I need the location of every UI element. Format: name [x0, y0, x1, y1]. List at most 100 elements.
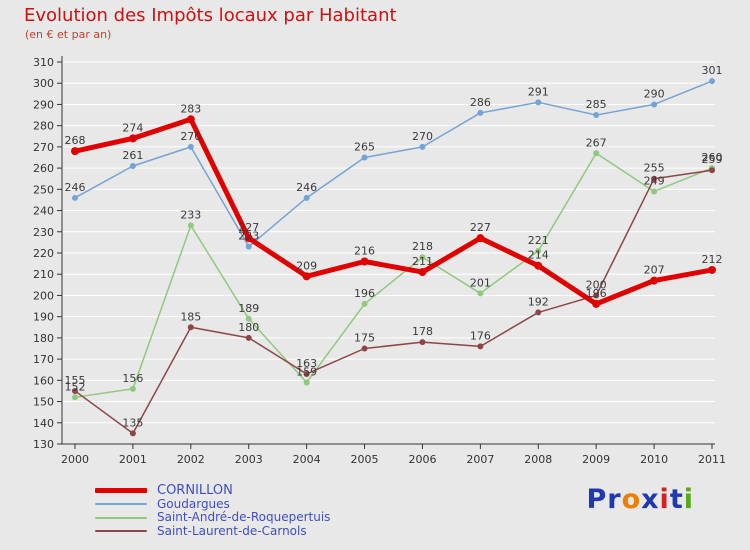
- value-label: 196: [354, 287, 375, 300]
- value-label: 209: [296, 259, 317, 272]
- value-label: 283: [180, 102, 201, 115]
- value-label: 192: [528, 295, 549, 308]
- legend-item-saint-andr-de-roquepertuis: Saint-André-de-Roquepertuis: [95, 511, 330, 525]
- value-label: 159: [296, 365, 317, 378]
- x-tick-label: 2002: [177, 453, 205, 466]
- value-label: 246: [65, 181, 86, 194]
- value-label: 233: [180, 208, 201, 221]
- data-point: [129, 385, 136, 392]
- y-tick-label: 230: [33, 226, 54, 239]
- value-label: 301: [702, 64, 723, 77]
- data-point: [708, 265, 716, 274]
- value-label: 155: [65, 374, 86, 387]
- y-tick-label: 290: [33, 98, 54, 111]
- data-point: [303, 370, 310, 377]
- x-tick-label: 2010: [640, 453, 668, 466]
- data-point: [303, 194, 310, 201]
- y-tick-label: 150: [33, 396, 54, 409]
- legend-item-cornillon: CORNILLON: [95, 484, 330, 498]
- value-label: 285: [586, 98, 607, 111]
- y-tick-label: 210: [33, 268, 54, 281]
- legend-swatch: [95, 488, 147, 494]
- data-point: [477, 343, 484, 350]
- value-label: 227: [238, 221, 259, 234]
- data-point: [361, 345, 368, 352]
- data-point: [360, 257, 369, 266]
- data-point: [187, 222, 194, 229]
- data-point: [476, 234, 485, 243]
- y-tick-label: 200: [33, 289, 54, 302]
- data-point: [244, 234, 253, 243]
- data-point: [593, 112, 600, 119]
- data-point: [418, 268, 427, 277]
- value-label: 212: [702, 253, 723, 266]
- data-point: [534, 261, 543, 270]
- chart-subtitle: (en € et par an): [25, 28, 112, 41]
- value-label: 135: [122, 416, 143, 429]
- data-point: [477, 109, 484, 116]
- value-label: 270: [180, 130, 201, 143]
- value-label: 163: [296, 357, 317, 370]
- x-tick-label: 2006: [408, 453, 436, 466]
- data-point: [186, 115, 195, 124]
- logo-letter: r: [607, 484, 622, 515]
- data-point: [303, 379, 310, 386]
- value-label: 274: [122, 121, 143, 134]
- series-goudargues: [72, 78, 715, 250]
- data-point: [187, 143, 194, 150]
- logo-letter: P: [586, 484, 608, 515]
- value-label: 255: [644, 162, 665, 175]
- y-tick-label: 260: [33, 162, 54, 175]
- x-tick-label: 2005: [351, 453, 379, 466]
- y-tick-label: 130: [33, 438, 54, 451]
- data-point: [709, 78, 715, 85]
- data-point: [535, 247, 542, 254]
- legend-label: CORNILLON: [157, 483, 233, 499]
- y-tick-label: 240: [33, 205, 54, 218]
- value-label: 291: [528, 85, 549, 98]
- value-label: 175: [354, 332, 375, 345]
- legend-item-goudargues: Goudargues: [95, 496, 330, 512]
- series-saint-laurent-de-carnols: [72, 167, 715, 437]
- y-tick-label: 180: [33, 332, 54, 345]
- logo-letter: i: [659, 484, 670, 515]
- value-label: 156: [122, 372, 143, 385]
- data-point: [651, 101, 658, 108]
- y-tick-label: 190: [33, 311, 54, 324]
- series-cornillon: [71, 115, 716, 308]
- proxiti-logo[interactable]: Proxiti: [586, 484, 694, 515]
- y-tick-label: 310: [33, 56, 54, 69]
- value-label: 265: [354, 141, 375, 154]
- data-point: [593, 292, 600, 299]
- y-tick-label: 250: [33, 183, 54, 196]
- value-label: 267: [586, 136, 607, 149]
- data-point: [651, 175, 658, 182]
- x-tick-label: 2009: [582, 453, 610, 466]
- value-label: 268: [65, 134, 86, 147]
- data-point: [535, 309, 542, 316]
- legend-item-saint-laurent-de-carnols: Saint-Laurent-de-Carnols: [95, 523, 330, 539]
- value-label: 290: [644, 87, 665, 100]
- data-point: [419, 339, 426, 346]
- value-label: 200: [586, 278, 607, 291]
- y-axis: 130 140 150 160 170 180 190 200 210 220 230 240 250 2…: [33, 56, 63, 451]
- value-label: 260: [702, 151, 723, 164]
- value-label: 189: [238, 302, 259, 315]
- x-tick-label: 2003: [235, 453, 263, 466]
- value-label: 178: [412, 325, 433, 338]
- value-label: 176: [470, 329, 491, 342]
- data-point: [709, 167, 715, 174]
- legend-label: Saint-Laurent-de-Carnols: [157, 523, 307, 538]
- value-label: 201: [470, 276, 491, 289]
- value-label: 216: [354, 244, 375, 257]
- legend-label: Saint-André-de-Roquepertuis: [157, 510, 331, 525]
- value-label: 270: [412, 130, 433, 143]
- y-tick-label: 220: [33, 247, 54, 260]
- x-tick-label: 2001: [119, 453, 147, 466]
- value-label: 218: [412, 240, 433, 253]
- legend-label: Goudargues: [157, 496, 230, 511]
- data-point: [187, 324, 194, 331]
- data-point: [129, 162, 136, 169]
- gridlines: [62, 61, 715, 445]
- x-tick-label: 2004: [293, 453, 321, 466]
